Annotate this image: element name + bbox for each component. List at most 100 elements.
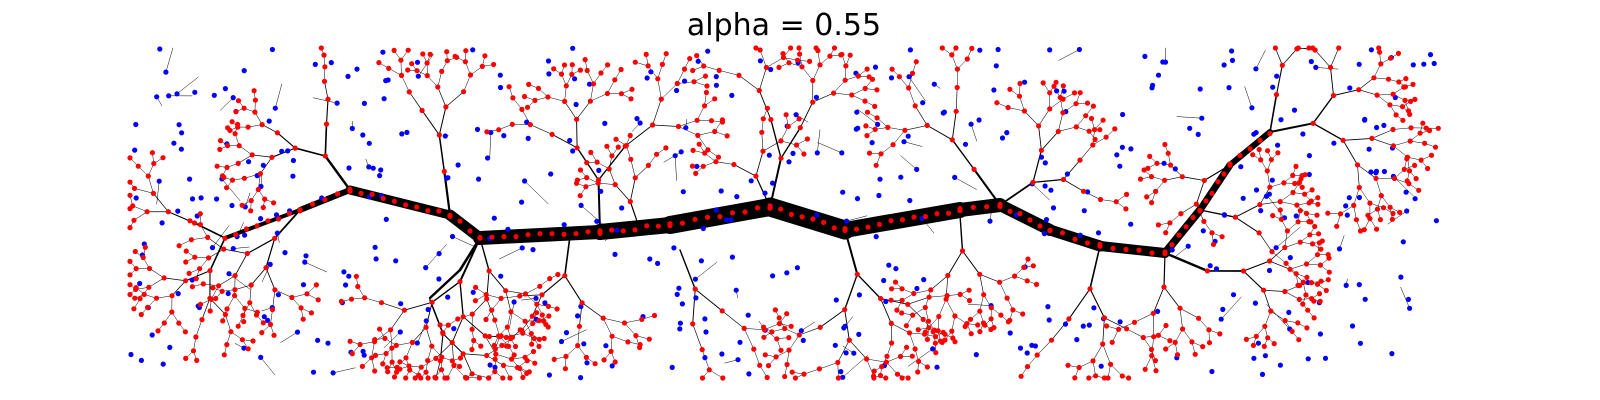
- tree-node-225: [207, 268, 213, 274]
- tree-node-227: [222, 311, 228, 318]
- tree-node-1071: [514, 364, 521, 371]
- off-tree-node-1185: [680, 189, 686, 195]
- tree-node-417: [445, 322, 451, 328]
- network-edge-131: [171, 280, 186, 297]
- off-tree-node-1205: [634, 116, 640, 122]
- off-tree-node-1291: [1048, 187, 1054, 193]
- off-tree-node-1393: [1240, 195, 1246, 201]
- off-tree-node-1329: [1169, 247, 1175, 253]
- network-edge-358: [677, 68, 685, 84]
- off-tree-node-1303: [920, 100, 926, 106]
- tree-node-373: [378, 300, 385, 306]
- network-edge-997: [156, 180, 160, 205]
- off-tree-node-1288: [1195, 131, 1201, 137]
- tree-node-742: [1033, 281, 1040, 287]
- tree-node-704: [1053, 79, 1059, 85]
- off-tree-node-1198: [157, 46, 163, 52]
- off-tree-node-1179: [312, 61, 318, 67]
- off-tree-node-1455: [674, 291, 680, 297]
- tree-node-364: [394, 369, 400, 375]
- tree-node-706: [1071, 90, 1078, 96]
- network-edge-801: [1371, 138, 1394, 147]
- tree-node-966: [1155, 222, 1161, 228]
- off-tree-node-1524: [492, 364, 498, 370]
- trunk-node-44: [799, 214, 805, 220]
- network-edge-404: [519, 294, 543, 297]
- off-tree-node-1143: [718, 188, 724, 194]
- tree-node-363: [389, 359, 395, 365]
- tree-node-1036: [1131, 319, 1138, 325]
- network-edge-905: [1271, 251, 1287, 264]
- tree-node-749: [998, 312, 1004, 318]
- off-tree-node-1398: [1061, 88, 1067, 94]
- network-edge-707: [1163, 251, 1209, 273]
- tree-node-1016: [1304, 274, 1310, 280]
- tree-node-293: [463, 48, 469, 54]
- network-edge-980: [817, 129, 821, 154]
- off-tree-node-1510: [578, 202, 584, 208]
- tree-node-309: [509, 356, 515, 362]
- network-edge-599: [1058, 112, 1064, 132]
- tree-node-620: [940, 329, 946, 335]
- off-tree-node-1206: [415, 73, 421, 79]
- tree-node-552: [807, 58, 813, 64]
- trunk-node-82: [1169, 242, 1175, 248]
- off-tree-node-1474: [1300, 131, 1306, 137]
- network-edge-1018: [1266, 194, 1285, 219]
- tree-node-237: [194, 357, 200, 363]
- tree-node-711: [1060, 83, 1066, 89]
- network-edge-927: [1134, 313, 1154, 323]
- tree-node-712: [1073, 101, 1079, 107]
- tree-node-830: [1316, 231, 1322, 237]
- tree-node-813: [1034, 352, 1040, 358]
- tree-node-126: [249, 152, 255, 158]
- tree-node-797: [1148, 346, 1155, 353]
- off-tree-node-1429: [226, 271, 232, 277]
- tree-node-958: [1193, 201, 1199, 207]
- tree-node-261: [127, 272, 133, 278]
- off-tree-node-1328: [1086, 322, 1092, 328]
- network-edge-823: [1375, 178, 1382, 196]
- off-tree-node-1125: [1200, 228, 1206, 234]
- tree-node-483: [705, 147, 711, 153]
- tree-node-302: [530, 320, 536, 327]
- off-tree-node-1189: [1007, 330, 1013, 336]
- tree-node-292: [452, 53, 458, 59]
- network-edge-797: [1371, 129, 1394, 139]
- network-edge-940: [608, 168, 616, 185]
- tree-node-332: [423, 324, 429, 330]
- tree-node-559: [780, 51, 786, 57]
- network-edge-537: [819, 362, 839, 370]
- tree-node-739: [1025, 256, 1031, 262]
- tree-node-438: [563, 83, 569, 89]
- off-tree-node-1089: [713, 207, 719, 213]
- tree-node-490: [651, 312, 658, 319]
- tree-node-636: [904, 344, 910, 350]
- tree-node-199: [192, 254, 198, 260]
- trunk-node-91: [1221, 171, 1227, 177]
- tree-node-132: [224, 143, 231, 149]
- tree-node-586: [693, 170, 699, 176]
- network-edge-302: [471, 298, 488, 315]
- network-edge-323: [547, 96, 565, 102]
- tree-node-205: [197, 222, 203, 228]
- tree-node-345: [409, 339, 415, 345]
- off-tree-node-1450: [609, 363, 615, 369]
- trunk-node-110: [297, 207, 303, 213]
- tree-node-160: [304, 291, 310, 297]
- tree-node-350: [394, 364, 400, 370]
- off-tree-node-1219: [1054, 88, 1060, 94]
- network-edge-854: [1180, 203, 1197, 214]
- network-edge-398: [541, 275, 566, 296]
- tree-node-206: [187, 218, 193, 224]
- tree-node-210: [144, 209, 150, 215]
- off-tree-node-1417: [260, 162, 266, 168]
- network-edge-910: [1163, 286, 1181, 309]
- network-edge-216: [435, 342, 453, 359]
- off-tree-node-1473: [1343, 203, 1349, 209]
- tree-node-901: [1407, 111, 1413, 117]
- off-tree-node-1408: [1431, 60, 1437, 67]
- network-edge-411: [679, 249, 696, 290]
- tree-node-211: [131, 217, 137, 223]
- tree-node-445: [587, 98, 594, 104]
